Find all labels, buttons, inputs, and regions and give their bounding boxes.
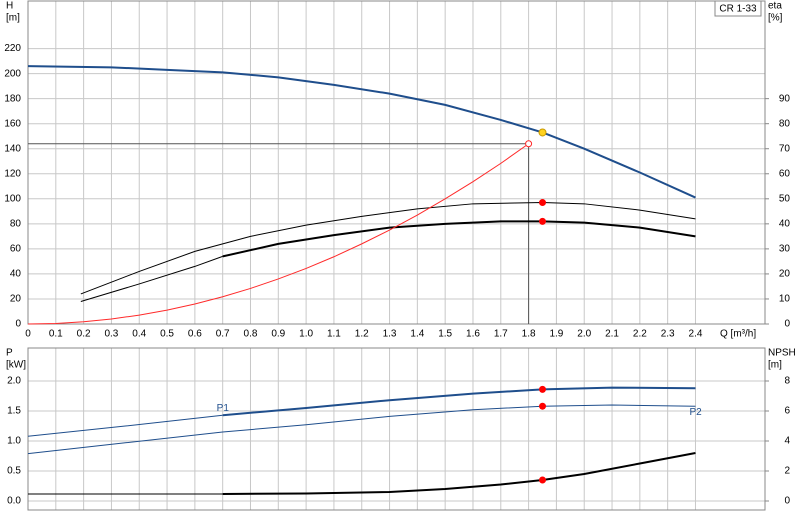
curve — [27, 404, 696, 455]
y2-axis-label: NPSH — [768, 348, 796, 359]
operating-point — [525, 140, 533, 148]
plot-area — [27, 347, 766, 511]
y-tick-label: 1.0 — [7, 436, 21, 447]
y2-tick-label: 0 — [784, 496, 790, 507]
y-tick-label: 180 — [4, 93, 21, 104]
x-tick-label: 1.3 — [383, 329, 397, 340]
x-tick-label: 0.7 — [216, 329, 230, 340]
x-tick-label: 0.6 — [188, 329, 202, 340]
y2-tick-label: 8 — [784, 376, 790, 387]
marker — [538, 128, 547, 137]
x-tick-label: 0.8 — [244, 329, 258, 340]
y2-tick-label: 20 — [779, 269, 791, 280]
y-tick-label: 80 — [10, 218, 22, 229]
x-tick-label: 2.0 — [577, 329, 591, 340]
curve — [80, 255, 223, 302]
y-tick-label: 60 — [10, 244, 22, 255]
x-tick-label: 1.8 — [522, 329, 536, 340]
x-tick-label: 1.4 — [410, 329, 424, 340]
x-tick-label: 2.4 — [689, 329, 703, 340]
x-tick-label: 0 — [25, 329, 31, 340]
y2-tick-label: 70 — [779, 143, 791, 154]
y2-tick-label: 30 — [779, 244, 791, 255]
y-tick-label: 120 — [4, 168, 21, 179]
y2-tick-label: 60 — [779, 168, 791, 179]
plot-area — [27, 0, 766, 325]
y2-tick-label: 4 — [784, 436, 790, 447]
y2-tick-label: 2 — [784, 466, 790, 477]
model-box — [714, 0, 762, 17]
y2-tick-label: 90 — [779, 93, 791, 104]
x-tick-label: 2.3 — [661, 329, 675, 340]
x-tick-label: 0.5 — [160, 329, 174, 340]
x-tick-label: 1.2 — [355, 329, 369, 340]
x-tick-label: 1.9 — [549, 329, 563, 340]
curve — [27, 65, 696, 199]
x-tick-label: 1.1 — [327, 329, 341, 340]
curve — [222, 220, 696, 258]
plot-frame — [27, 347, 766, 511]
y-tick-label: 200 — [4, 68, 21, 79]
y-axis-label: [m] — [6, 13, 20, 24]
curve — [222, 452, 696, 495]
y-tick-label: 140 — [4, 143, 21, 154]
x-tick-label: 0.1 — [49, 329, 63, 340]
y2-tick-label: 40 — [779, 218, 791, 229]
y-tick-label: 160 — [4, 118, 21, 129]
y-tick-label: 100 — [4, 193, 21, 204]
y2-axis-label: eta — [768, 1, 782, 12]
x-tick-label: 1.6 — [466, 329, 480, 340]
y-axis-label: H — [6, 1, 13, 12]
marker — [539, 217, 547, 225]
series-label: P1 — [217, 403, 230, 414]
x-tick-label: 0.9 — [271, 329, 285, 340]
x-axis-label: Q [m³/h] — [720, 329, 756, 340]
y-tick-label: 2.0 — [7, 376, 21, 387]
y-axis-label: [kW] — [6, 360, 26, 371]
y-axis-label: P — [6, 348, 13, 359]
y-tick-label: 220 — [4, 43, 21, 54]
curve — [222, 386, 696, 417]
curve — [27, 143, 529, 325]
marker — [539, 199, 547, 207]
y2-axis-label: [%] — [768, 13, 783, 24]
y2-tick-label: 6 — [784, 406, 790, 417]
curve — [27, 414, 223, 437]
y2-tick-label: 10 — [779, 294, 791, 305]
y-tick-label: 1.5 — [7, 406, 21, 417]
y2-tick-label: 50 — [779, 193, 791, 204]
x-tick-label: 1.5 — [438, 329, 452, 340]
x-tick-label: 1.7 — [494, 329, 508, 340]
marker — [539, 402, 547, 410]
y-tick-label: 40 — [10, 269, 22, 280]
series-label: P2 — [689, 407, 702, 418]
x-tick-label: 2.2 — [633, 329, 647, 340]
marker — [539, 385, 547, 393]
model-label: CR 1-33 — [719, 4, 757, 15]
x-tick-label: 0.2 — [77, 329, 91, 340]
y-tick-label: 20 — [10, 294, 22, 305]
plot-frame — [27, 0, 766, 325]
y2-tick-label: 80 — [779, 118, 791, 129]
y2-tick-label: 0 — [784, 319, 790, 330]
x-tick-label: 0.4 — [132, 329, 146, 340]
curve — [80, 202, 696, 295]
y2-axis-label: [m] — [768, 360, 782, 371]
x-tick-label: 1.0 — [299, 329, 313, 340]
x-tick-label: 2.1 — [605, 329, 619, 340]
x-tick-label: 0.3 — [104, 329, 118, 340]
y-tick-label: 0.5 — [7, 466, 21, 477]
marker — [539, 476, 547, 484]
y-tick-label: 0.0 — [7, 496, 21, 507]
y-tick-label: 0 — [15, 319, 21, 330]
